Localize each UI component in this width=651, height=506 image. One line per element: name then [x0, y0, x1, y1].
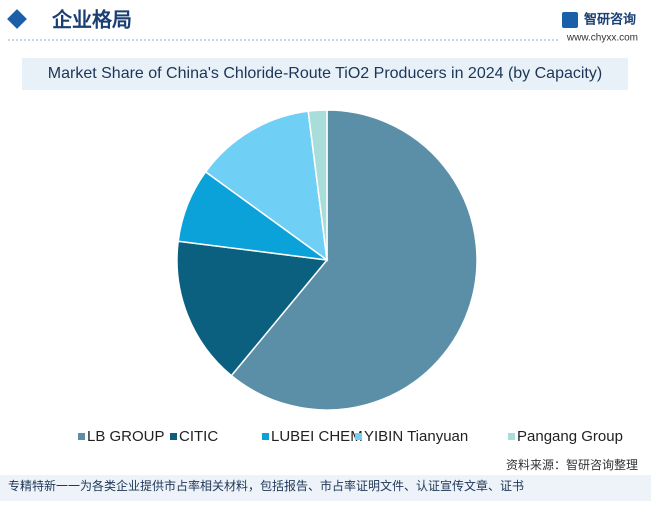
legend-swatch [508, 433, 515, 440]
legend-swatch [170, 433, 177, 440]
footer-note: 专精特新一一为各类企业提供市占率相关材料，包括报告、市占率证明文件、认证宣传文章… [8, 478, 524, 493]
header-title: 企业格局 [51, 7, 132, 31]
source: 资料来源：智研咨询整理 [506, 457, 638, 472]
pie-slice [230, 109, 478, 411]
logo-icon [562, 12, 578, 28]
legend-swatch [355, 433, 362, 440]
pie-slice [176, 240, 329, 377]
legend-swatch [78, 433, 85, 440]
legend-label: LB GROUP [87, 428, 165, 445]
pie-slice [307, 109, 328, 261]
website: www.chyxx.com [566, 33, 638, 44]
legend-label: YIBIN Tianyuan [364, 428, 468, 445]
pie-slice [204, 110, 328, 262]
legend-label: LUBEI CHEM [271, 428, 363, 445]
footer-bar [0, 475, 651, 501]
legend-swatch [262, 433, 269, 440]
legend-label: CITIC [179, 428, 218, 445]
legend-label: Pangang Group [517, 428, 623, 445]
title-box [22, 58, 628, 90]
logo-text: 智研咨询 [584, 11, 636, 26]
chart-title: Market Share of China's Chloride-Route T… [48, 65, 602, 82]
header-icon [7, 9, 27, 29]
